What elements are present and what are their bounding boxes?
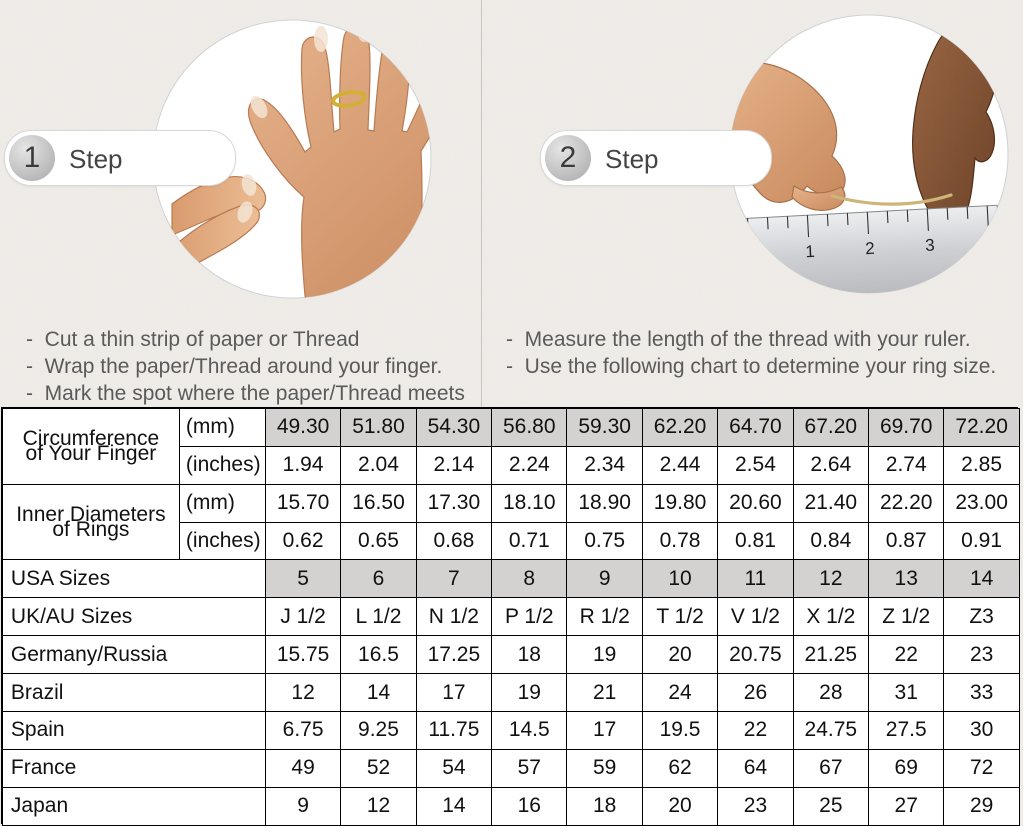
svg-text:2: 2 bbox=[865, 239, 875, 258]
svg-text:3: 3 bbox=[925, 236, 935, 255]
svg-text:1: 1 bbox=[805, 242, 815, 261]
